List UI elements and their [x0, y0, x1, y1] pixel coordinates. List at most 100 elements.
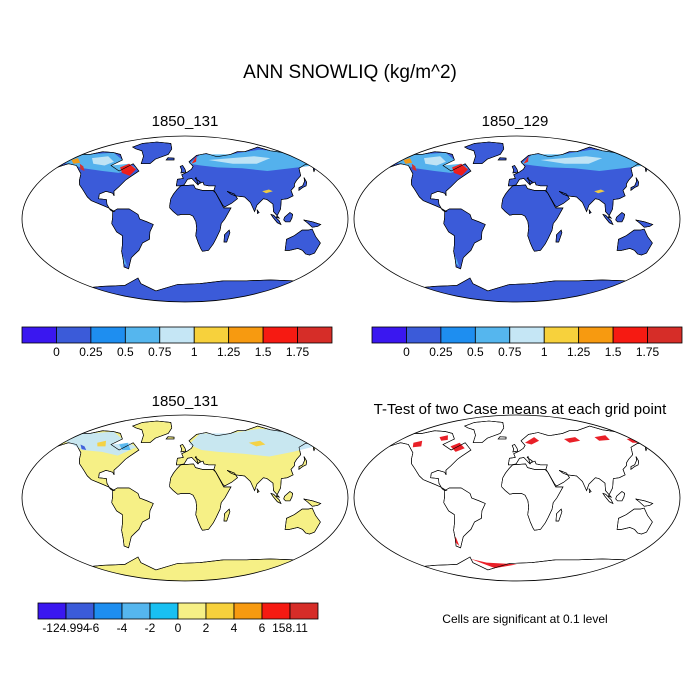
coast-sri-lanka [588, 488, 592, 494]
field-patch-6 [208, 156, 271, 164]
coast-south-america [443, 208, 486, 270]
coast-south-america [111, 208, 154, 270]
coast-eurasia [175, 146, 326, 219]
field-patch-3 [411, 163, 417, 171]
map-content [22, 136, 348, 302]
colorbar-tick-label: 6 [258, 621, 266, 635]
colorbar-swatch [543, 326, 580, 344]
coast-new-guinea [635, 219, 654, 228]
colorbar-tick-label: 2 [202, 621, 210, 635]
colorbar-swatch [474, 326, 511, 344]
ocean [22, 136, 348, 302]
coast-madagascar [555, 508, 563, 522]
coast-eurasia [507, 146, 658, 219]
colorbar-swatch [228, 326, 264, 344]
map-border [353, 414, 681, 582]
colorbar-swatch [289, 602, 319, 620]
colorbar-swatch [406, 326, 442, 344]
coast-uk [179, 444, 187, 453]
coast-greenland [464, 420, 505, 443]
coast-borneo [283, 212, 294, 223]
coast-new-guinea [635, 498, 654, 507]
field-patch-3 [80, 444, 87, 450]
colorbar-tick-label: 1.5 [254, 345, 272, 359]
map-content [354, 136, 680, 302]
field-patch-7 [470, 558, 517, 569]
coast-north-america [49, 430, 140, 491]
coast-japan [298, 456, 307, 471]
field-patch-5 [594, 435, 610, 441]
colorbar-tick-label: 0.75 [148, 345, 172, 359]
colorbar-swatch [90, 326, 126, 344]
panel-1-title-line1: 1850_131 [151, 113, 219, 130]
colorbar-swatch [65, 602, 95, 620]
panel-2-colorbar [371, 326, 683, 344]
field-patch-2 [439, 435, 448, 441]
panel-4-map [353, 414, 681, 582]
colorbar-tick-label: 4 [230, 621, 238, 635]
colorbar-swatch [205, 602, 235, 620]
coast-greenland [132, 141, 173, 164]
colorbar-tick-label: 0.25 [79, 345, 103, 359]
coast-north-america [49, 151, 140, 212]
field-patch-4 [71, 158, 81, 164]
field-patch-9 [262, 189, 273, 194]
coast-borneo [615, 212, 626, 223]
panel-4-title: T-Test of two Case means at each grid po… [350, 384, 690, 435]
coast-borneo [283, 491, 294, 502]
field-patch-5 [248, 440, 266, 447]
colorbar-tick-label: 1.5 [604, 345, 622, 359]
coast-madagascar [223, 508, 231, 522]
field-patch-2 [120, 163, 136, 176]
coast-japan [630, 177, 639, 192]
field-patch-7 [191, 156, 197, 164]
coast-north-america [381, 151, 472, 212]
coast-uk [511, 444, 519, 453]
coast-sri-lanka [256, 209, 260, 215]
field-patch-0 [54, 431, 137, 456]
colorbar-tick-label: 0.25 [429, 345, 453, 359]
coast-uk [511, 165, 519, 174]
colorbar-tick-label: 158.11 [272, 621, 308, 635]
coast-sri-lanka [588, 209, 592, 215]
field-patch-1 [412, 440, 423, 448]
coast-greenland [132, 420, 173, 443]
colorbar-swatch [371, 326, 407, 344]
coast-new-guinea [303, 219, 322, 228]
colorbar-swatch [193, 326, 230, 344]
map-border [21, 135, 349, 303]
colorbar-tick-label: 1.25 [566, 345, 591, 359]
coast-japan [298, 177, 307, 192]
colorbar-tick-label: 1.25 [216, 345, 241, 359]
coast-uk [179, 165, 187, 174]
colorbar-swatch [37, 602, 67, 620]
coast-north-america [381, 430, 472, 491]
coast-africa [169, 184, 232, 252]
coast-africa [501, 463, 564, 531]
colorbar-swatch [261, 602, 291, 620]
panel-1-map [21, 135, 349, 303]
field-patch-9 [594, 189, 605, 194]
colorbar-swatch [21, 326, 57, 344]
coast-borneo [615, 491, 626, 502]
coast-south-america [111, 487, 154, 549]
colorbar-tick-label: 0.5 [466, 345, 484, 359]
colorbar-swatch [121, 602, 151, 620]
colorbar-tick-label: 0 [174, 621, 182, 635]
coast-iceland [165, 157, 175, 161]
colorbar-tick-label: 0.75 [498, 345, 522, 359]
field-patch-4 [403, 158, 413, 164]
panel-3-colorbar [37, 602, 319, 620]
panel-1-colorbar-labels: 0 0.25 0.5 0.75 1 1.25 1.5 1.75 [22, 345, 332, 361]
coast-japan [630, 456, 639, 471]
colorbar-tick-label: 1 [540, 345, 548, 359]
panel-1-colorbar [21, 326, 333, 344]
panel-2-map [353, 135, 681, 303]
ocean [354, 136, 680, 302]
colorbar-swatch [440, 326, 476, 344]
colorbar-tick-label: 1 [190, 345, 198, 359]
colorbar-swatch [149, 602, 179, 620]
colorbar-swatch [56, 326, 92, 344]
coast-madagascar [223, 229, 231, 243]
coast-sumatra [602, 213, 614, 226]
